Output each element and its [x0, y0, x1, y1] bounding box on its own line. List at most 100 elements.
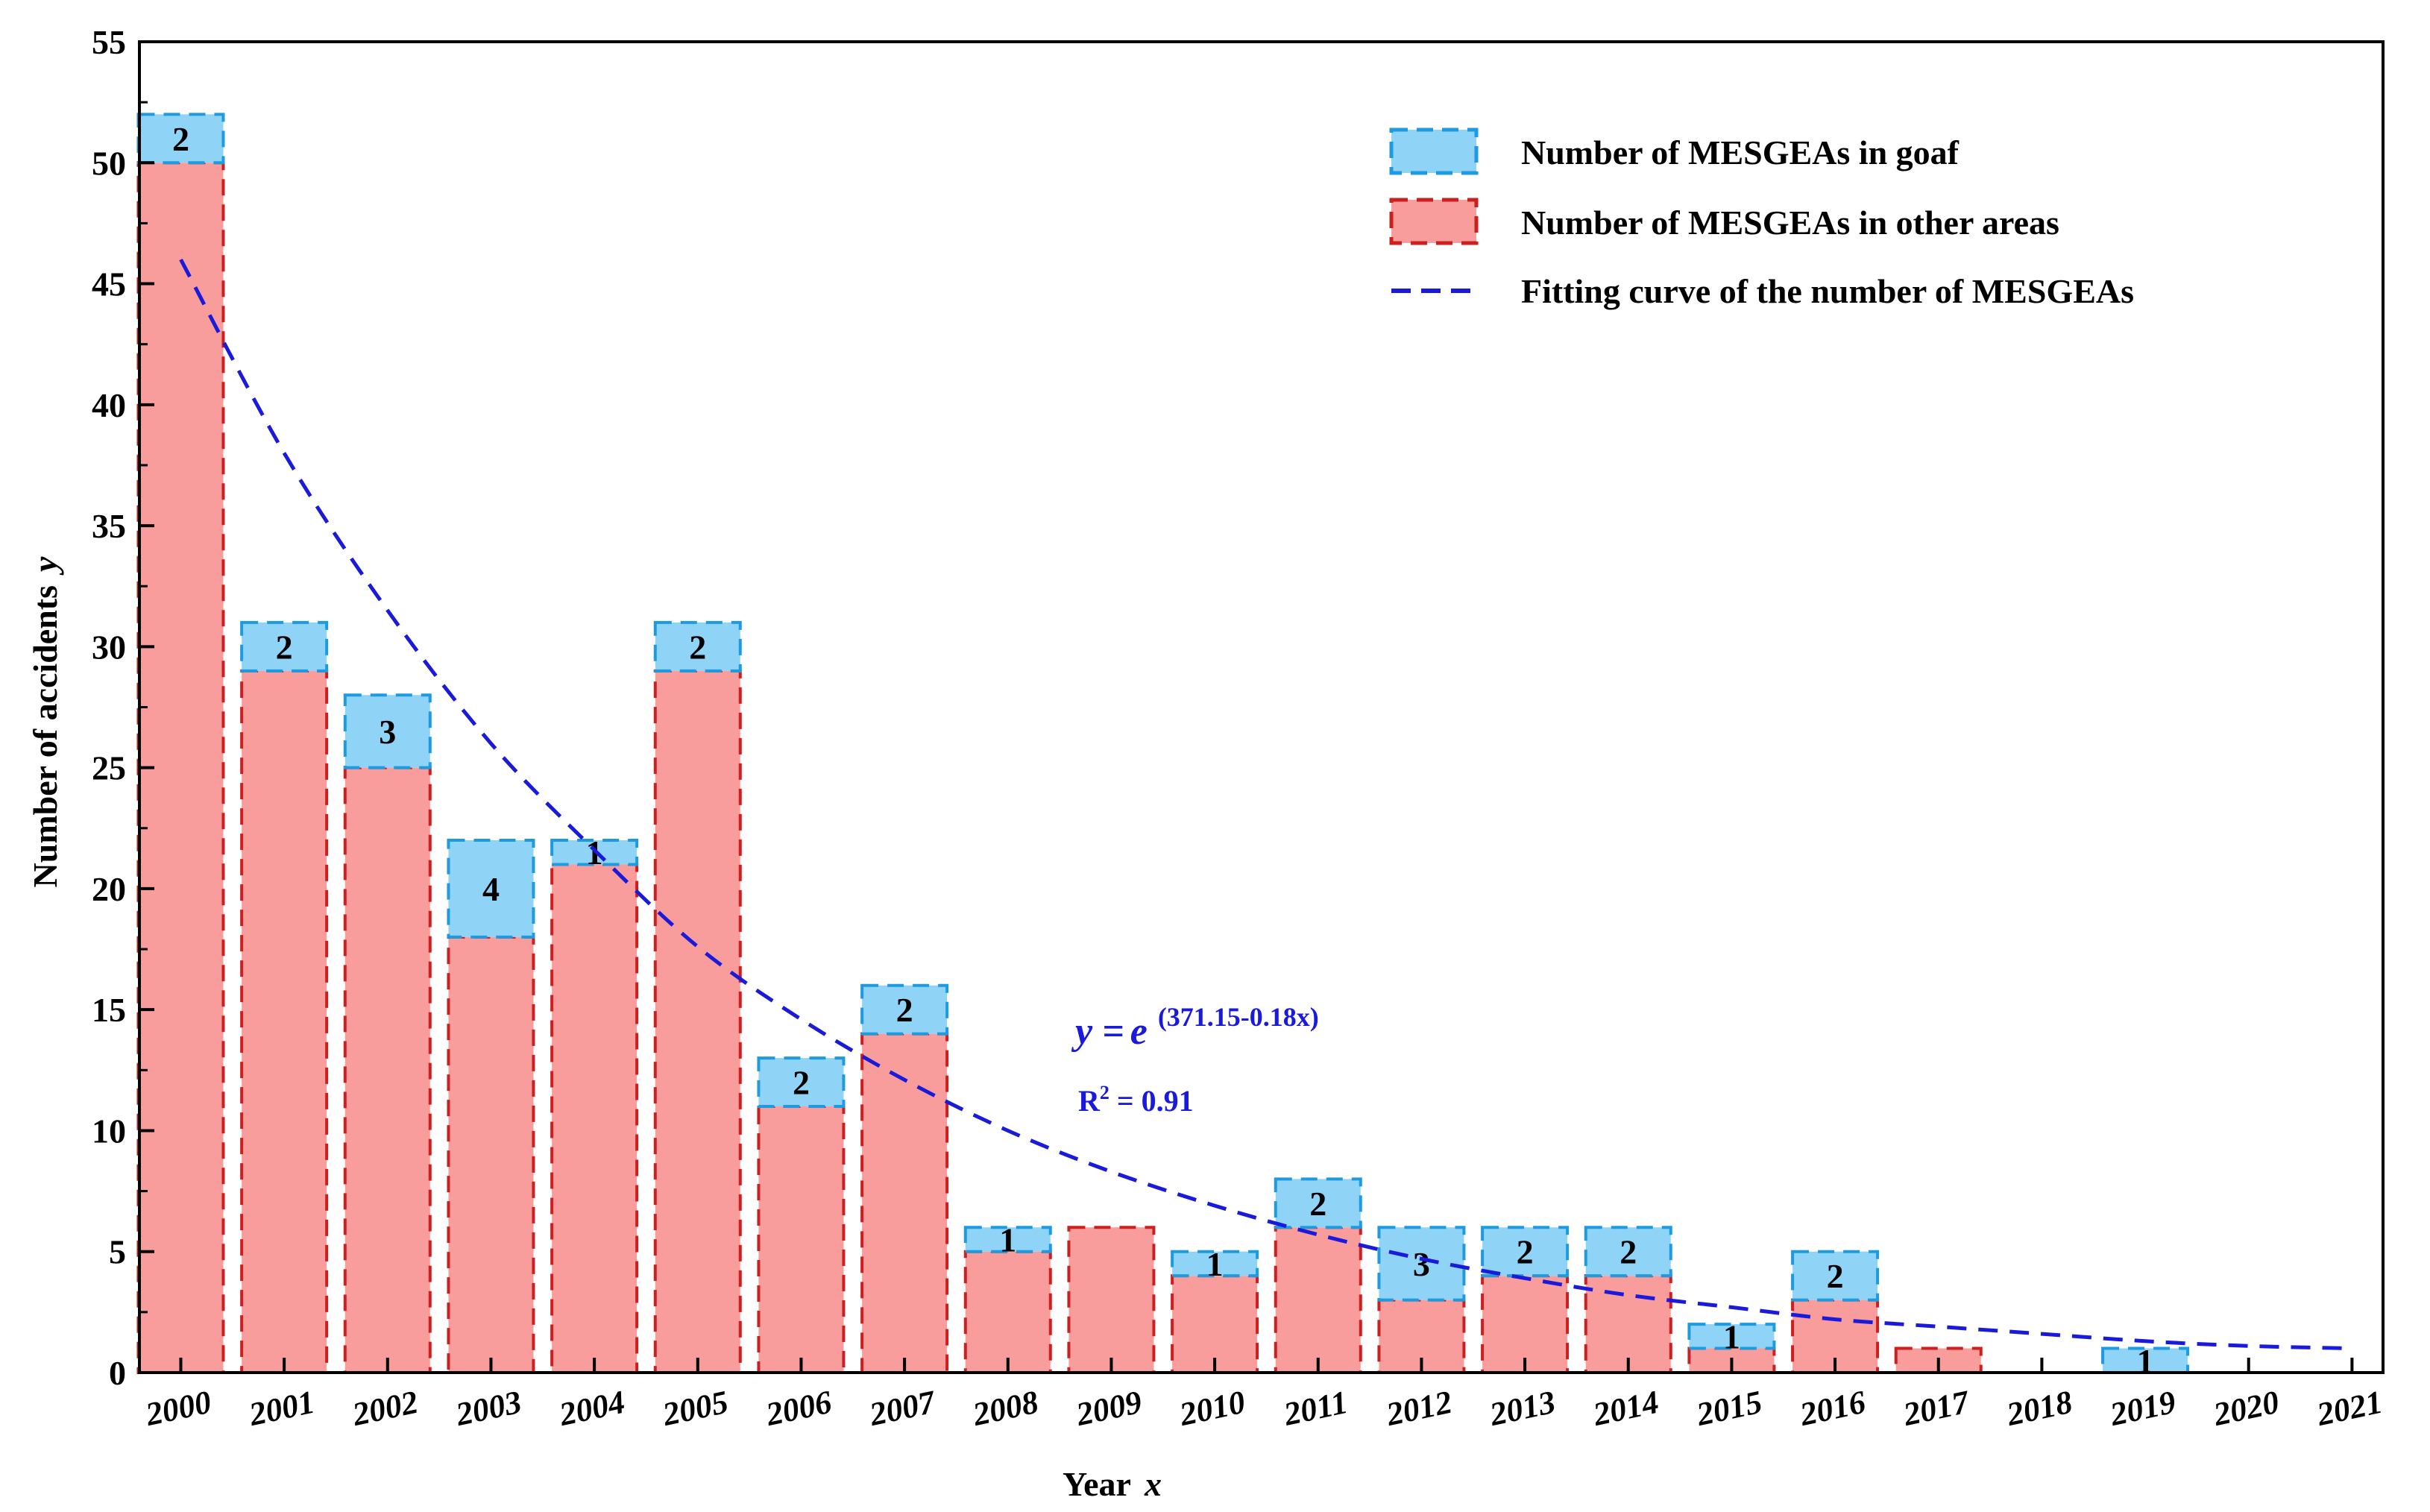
y-tick-label-45: 45	[92, 265, 126, 303]
r-squared-sup: 2	[1100, 1082, 1109, 1103]
bar-label-goaf-2003: 4	[482, 870, 500, 908]
bar-label-goaf-2007: 2	[896, 991, 913, 1029]
bar-other-2014	[1584, 1274, 1672, 1374]
y-tick-label-30: 30	[92, 628, 126, 666]
bar-other-2004	[550, 863, 639, 1375]
x-tick-label-2018: 2018	[2003, 1384, 2075, 1433]
x-axis-var: x	[1144, 1465, 1162, 1503]
bar-goaf-2011	[1274, 1177, 1362, 1229]
equation-exponent: (371.15-0.18x)	[1158, 1002, 1319, 1032]
y-axis: 0 5 10 15 20 25 30 35 40 45 50 55	[92, 23, 154, 1392]
r-squared-value: = 0.91	[1109, 1084, 1194, 1118]
bar-goaf-2010	[1171, 1250, 1259, 1278]
x-tick-label-2003: 2003	[452, 1384, 524, 1433]
bar-goaf-2013	[1481, 1226, 1570, 1278]
y-tick-label-0: 0	[109, 1354, 126, 1392]
bar-goaf-2012	[1377, 1226, 1466, 1302]
bar-other-2009	[1067, 1226, 1156, 1374]
x-tick-label-2015: 2015	[1693, 1384, 1765, 1433]
y-tick-label-20: 20	[92, 870, 126, 908]
bar-label-goaf-2011: 2	[1309, 1185, 1326, 1223]
bar-other-2010	[1171, 1274, 1259, 1374]
y-axis-var: y	[26, 556, 64, 576]
bar-label-goaf-2016: 2	[1827, 1257, 1844, 1295]
bar-label-goaf-2010: 1	[1206, 1245, 1224, 1283]
bar-goaf-2005	[653, 620, 742, 672]
legend-label-goaf: Number of MESGEAs in goaf	[1521, 133, 1960, 171]
x-tick-label-2020: 2020	[2210, 1384, 2282, 1433]
x-tick-label-2017: 2017	[1900, 1383, 1974, 1433]
y-axis-title-text: Number of accidents	[26, 585, 64, 887]
y-axis-title: Number of accidents y	[26, 556, 64, 887]
y-tick-label-55: 55	[92, 23, 126, 61]
bar-goaf-2007	[860, 983, 949, 1036]
bar-other-2003	[447, 935, 535, 1375]
x-tick-label-2012: 2012	[1382, 1384, 1455, 1433]
bar-label-goaf-2001: 2	[276, 628, 293, 666]
legend-label-fitting-curve: Fitting curve of the number of MESGEAs	[1521, 272, 2134, 310]
x-tick-label-2004: 2004	[555, 1384, 628, 1433]
y-tick-label-5: 5	[109, 1233, 126, 1271]
bar-label-goaf-2015: 1	[1723, 1317, 1740, 1355]
bar-label-goaf-2013: 2	[1517, 1233, 1534, 1271]
bars	[136, 113, 2190, 1375]
r-squared-label: R	[1078, 1084, 1101, 1118]
equation-base: e	[1130, 1010, 1148, 1053]
y-tick-label-50: 50	[92, 144, 126, 182]
x-tick-label-2013: 2013	[1486, 1384, 1558, 1433]
x-tick-label-2010: 2010	[1176, 1384, 1248, 1433]
x-tick-label-2008: 2008	[969, 1384, 1042, 1433]
bar-other-2002	[343, 766, 432, 1374]
r-squared-text: R2 = 0.91	[1078, 1082, 1194, 1118]
bar-goaf-2015	[1687, 1323, 1776, 1350]
bar-goaf-2002	[343, 693, 432, 769]
bar-goaf-2014	[1584, 1226, 1672, 1278]
x-tick-label-2001: 2001	[245, 1384, 318, 1433]
x-tick-label-2002: 2002	[349, 1384, 421, 1433]
legend-label-other-areas: Number of MESGEAs in other areas	[1521, 204, 2059, 242]
bar-other-2006	[757, 1105, 846, 1374]
bar-other-2001	[240, 669, 329, 1374]
bar-other-2013	[1481, 1274, 1570, 1374]
bar-label-goaf-2005: 2	[689, 628, 706, 666]
x-tick-label-2009: 2009	[1072, 1384, 1145, 1433]
x-tick-label-2014: 2014	[1590, 1384, 1662, 1433]
bar-goaf-2006	[757, 1056, 846, 1109]
x-tick-label-2021: 2021	[2313, 1384, 2385, 1433]
bar-label-goaf-2002: 3	[379, 713, 396, 751]
bar-goaf-2004	[550, 839, 639, 866]
y-tick-label-15: 15	[92, 991, 126, 1029]
legend-swatch-goaf	[1389, 127, 1479, 175]
x-tick-label-2000: 2000	[142, 1384, 214, 1433]
legend: Number of MESGEAs in goaf Number of MESG…	[1389, 127, 2134, 310]
bar-label-goaf-2006: 2	[793, 1064, 810, 1102]
x-tick-label-2006: 2006	[762, 1384, 834, 1433]
y-tick-label-10: 10	[92, 1112, 126, 1150]
equation-text: y = e (371.15-0.18x)	[1071, 1002, 1319, 1053]
fit-equation: y = e (371.15-0.18x) R2 = 0.91	[1071, 1002, 1319, 1118]
bar-goaf-2003	[447, 839, 535, 939]
bar-goaf-2001	[240, 620, 329, 672]
bar-label-goaf-2000: 2	[172, 120, 189, 158]
segment-labels: 22341222112322121	[172, 120, 2154, 1380]
x-axis-title: Year x	[1063, 1465, 1162, 1503]
x-tick-label-2005: 2005	[659, 1384, 731, 1433]
x-tick-label-2011: 2011	[1280, 1384, 1351, 1433]
bar-other-2005	[653, 669, 742, 1374]
x-tick-label-2007: 2007	[866, 1383, 939, 1433]
y-tick-label-25: 25	[92, 749, 126, 787]
y-tick-label-35: 35	[92, 507, 126, 545]
bar-goaf-2000	[136, 113, 225, 165]
legend-swatch-other-areas	[1389, 198, 1479, 245]
bar-label-goaf-2014: 2	[1620, 1233, 1637, 1271]
fitting-curve	[179, 258, 2352, 1350]
bar-goaf-2008	[963, 1226, 1052, 1253]
bar-other-2007	[860, 1032, 949, 1374]
equation-lhs: y =	[1071, 1010, 1124, 1053]
y-tick-label-40: 40	[92, 386, 126, 424]
bar-goaf-2016	[1791, 1250, 1880, 1302]
bar-other-2011	[1274, 1226, 1362, 1374]
bar-label-goaf-2008: 1	[999, 1221, 1016, 1259]
x-axis-title-text: Year	[1063, 1465, 1131, 1503]
